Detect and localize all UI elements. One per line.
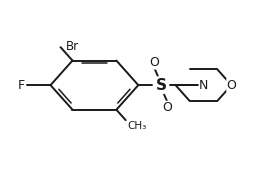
Text: Br: Br bbox=[66, 40, 79, 53]
Text: CH₃: CH₃ bbox=[127, 121, 146, 131]
Text: O: O bbox=[226, 79, 236, 92]
Text: O: O bbox=[149, 56, 159, 69]
Text: O: O bbox=[163, 101, 173, 114]
Text: F: F bbox=[18, 79, 25, 92]
Text: S: S bbox=[155, 78, 167, 93]
Text: N: N bbox=[199, 79, 208, 92]
